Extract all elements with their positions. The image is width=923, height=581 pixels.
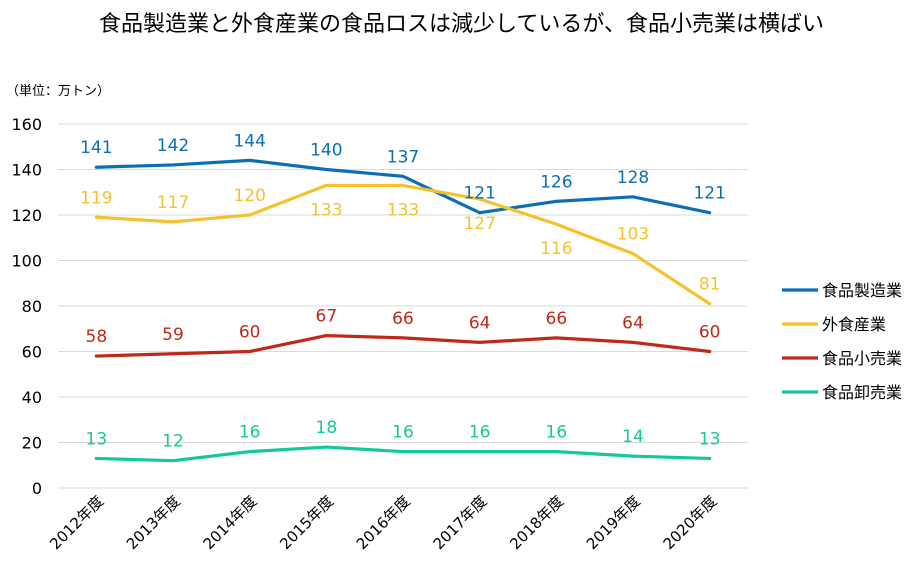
data-label: 117	[157, 193, 189, 213]
data-label: 13	[699, 429, 721, 449]
y-tick-label: 120	[11, 206, 42, 225]
data-label: 119	[80, 188, 112, 208]
legend-item: 食品小売業	[782, 349, 902, 368]
unit-label: （単位：万トン）	[6, 84, 111, 99]
y-tick-label: 40	[22, 388, 42, 407]
legend-label: 外食産業	[822, 315, 886, 334]
x-tick-label: 2020年度	[660, 492, 721, 553]
y-tick-label: 80	[22, 297, 42, 316]
data-label: 66	[392, 309, 414, 329]
data-label: 121	[463, 184, 495, 204]
x-tick-label: 2019年度	[583, 492, 644, 553]
x-tick-label: 2017年度	[430, 492, 491, 553]
data-label: 133	[387, 200, 419, 220]
data-label: 13	[86, 429, 108, 449]
data-label: 120	[233, 186, 265, 206]
series-line-1	[94, 183, 712, 306]
data-label: 12	[162, 432, 184, 452]
legend-item: 外食産業	[782, 315, 886, 334]
x-tick-label: 2012年度	[46, 492, 107, 553]
data-label: 144	[233, 131, 265, 151]
data-label: 66	[546, 309, 568, 329]
data-label: 16	[469, 423, 491, 443]
x-tick-label: 2013年度	[123, 492, 184, 553]
data-labels: 141 142 144 140 137 121 126 128 121 119 117 120 133 1…	[80, 131, 726, 451]
series-line-0	[94, 158, 712, 215]
data-label: 64	[622, 313, 644, 333]
data-label: 121	[693, 184, 725, 204]
y-axis: 0 20 40 60 80 100 120 140 160	[11, 115, 42, 498]
data-label: 64	[469, 313, 491, 333]
data-label: 142	[157, 136, 189, 156]
y-tick-label: 20	[22, 434, 42, 453]
data-label: 126	[540, 172, 572, 192]
data-label: 133	[310, 200, 342, 220]
series-line-2	[94, 333, 712, 358]
x-axis: 2012年度 2013年度 2014年度 2015年度 2016年度 2017年度 2018…	[46, 492, 720, 553]
legend-item: 食品卸売業	[782, 383, 902, 402]
chart-title: 食品製造業と外食産業の食品ロスは減少しているが、食品小売業は横ばい	[99, 12, 824, 37]
data-label: 59	[162, 325, 184, 345]
data-label: 140	[310, 141, 342, 161]
series-lines	[94, 158, 712, 463]
data-label: 16	[546, 423, 568, 443]
y-tick-label: 60	[22, 343, 42, 362]
data-label: 18	[316, 418, 338, 438]
data-label: 58	[86, 327, 108, 347]
gridlines	[58, 123, 748, 489]
data-label: 141	[80, 138, 112, 158]
y-tick-label: 100	[11, 252, 42, 271]
x-tick-label: 2016年度	[353, 492, 414, 553]
x-tick-label: 2015年度	[276, 492, 337, 553]
series-line-3	[94, 445, 712, 463]
data-label: 16	[392, 423, 414, 443]
data-label: 60	[239, 323, 261, 343]
data-label: 127	[463, 214, 495, 234]
x-tick-label: 2018年度	[506, 492, 567, 553]
data-label: 67	[316, 307, 338, 327]
legend-label: 食品卸売業	[822, 383, 902, 402]
y-tick-label: 160	[11, 115, 42, 134]
data-label: 116	[540, 239, 572, 259]
x-tick-label: 2014年度	[200, 492, 261, 553]
legend-label: 食品製造業	[822, 281, 902, 300]
y-tick-label: 140	[11, 161, 42, 180]
legend-label: 食品小売業	[822, 349, 902, 368]
data-label: 81	[699, 275, 721, 295]
data-label: 60	[699, 323, 721, 343]
data-label: 128	[617, 168, 649, 188]
legend-item: 食品製造業	[782, 281, 902, 300]
data-label: 16	[239, 423, 261, 443]
data-label: 14	[622, 427, 644, 447]
data-label: 137	[387, 147, 419, 167]
data-label: 103	[617, 225, 649, 245]
y-tick-label: 0	[32, 479, 42, 498]
